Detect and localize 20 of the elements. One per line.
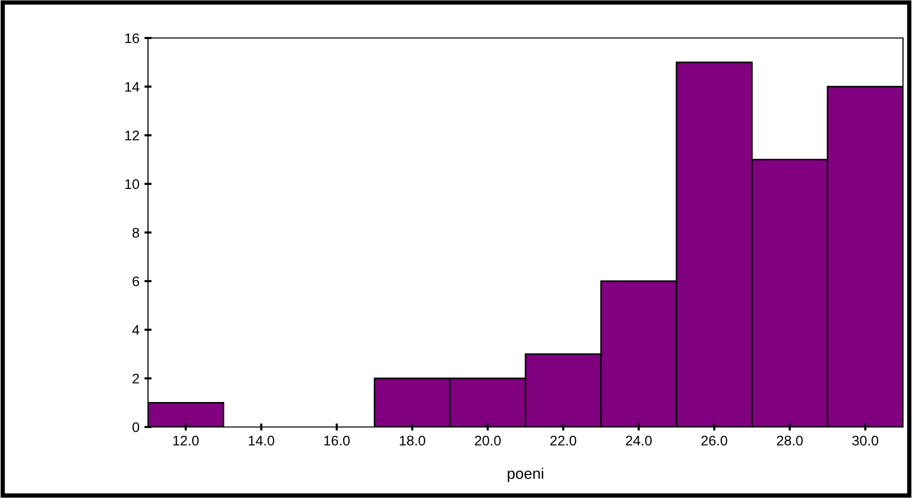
y-tick-label: 16 xyxy=(125,33,140,44)
y-tick-label: 10 xyxy=(125,179,140,190)
x-axis-title: poeni xyxy=(508,468,544,482)
y-tick-label: 8 xyxy=(132,228,140,238)
x-tick-label: 20.0 xyxy=(474,436,501,446)
x-tick-label: 22.0 xyxy=(550,436,576,446)
y-tick-label: 2 xyxy=(132,374,139,384)
x-tick-label: 16.0 xyxy=(324,436,350,446)
x-tick-label: 28.0 xyxy=(776,436,803,446)
x-tick-label: 12.0 xyxy=(173,436,199,446)
y-tick-label: 0 xyxy=(132,422,140,432)
x-tick-label: 14.0 xyxy=(248,436,274,446)
x-tick-label: 18.0 xyxy=(400,436,426,446)
y-tick-label: 4 xyxy=(132,325,140,335)
y-tick-label: 14 xyxy=(125,82,140,92)
y-tick-label: 6 xyxy=(132,276,140,286)
x-tick-label: 26.0 xyxy=(701,436,728,446)
y-tick-label: 12 xyxy=(125,130,139,140)
x-tick-label: 24.0 xyxy=(626,436,652,446)
x-tick-label: 30.0 xyxy=(852,436,878,446)
